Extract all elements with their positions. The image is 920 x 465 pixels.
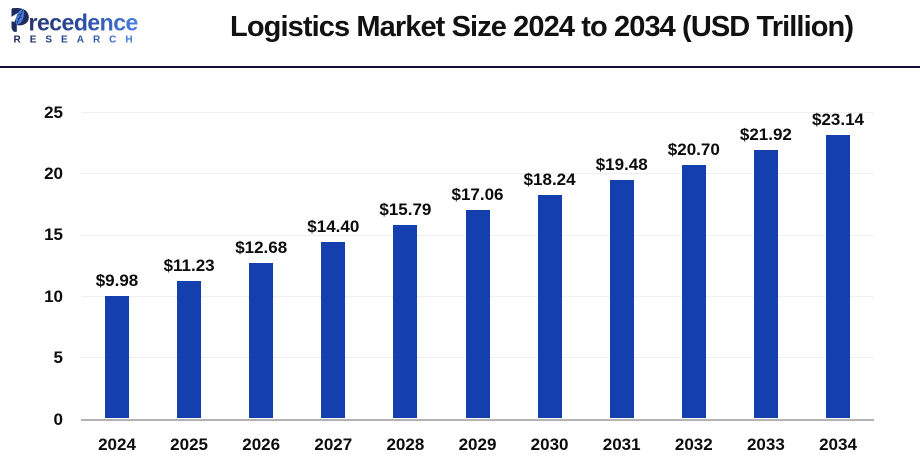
svg-text:RESEARCH: RESEARCH xyxy=(14,34,142,45)
svg-text:recedence: recedence xyxy=(29,10,138,36)
